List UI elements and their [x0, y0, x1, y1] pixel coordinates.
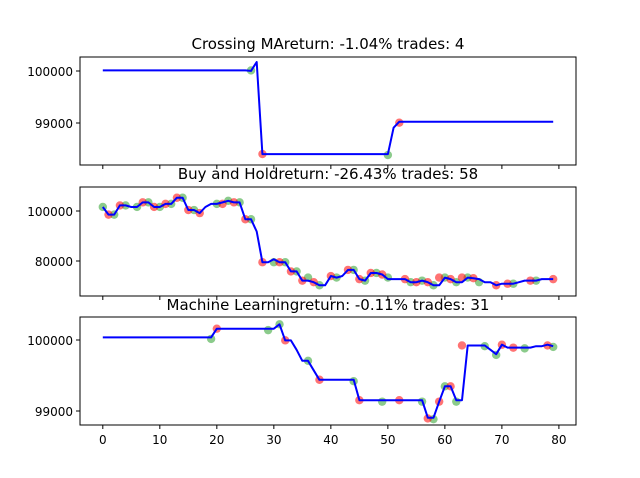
x-tick-label-0: 0 [99, 433, 107, 447]
x-axis-ticks-2 [102, 296, 560, 300]
data-marks-1 [102, 61, 554, 160]
chart-panel-1: Crossing MAreturn: -1.04% trades: 4 1000… [27, 35, 577, 169]
x-tick-label-50: 50 [380, 433, 395, 447]
x-tick-label-40: 40 [323, 433, 338, 447]
chart-panel-2: Buy and Holdreturn: -26.43% trades: 58 1… [27, 165, 577, 300]
x-tick-label-20: 20 [209, 433, 224, 447]
sell-marker [434, 273, 444, 282]
plot-frame-1 [79, 56, 577, 166]
data-marks-3 [102, 320, 558, 424]
chart-title-1: Crossing MAreturn: -1.04% trades: 4 [192, 35, 465, 53]
x-tick-label-10: 10 [152, 433, 167, 447]
x-tick-label-70: 70 [494, 433, 509, 447]
portfolio-value-line [102, 61, 554, 156]
plot-frame-2 [79, 186, 577, 297]
y-axis-2: 100000 80000 [27, 205, 80, 269]
chart-panel-3: Machine Learningreturn: -0.11% trades: 3… [27, 296, 577, 447]
y-tick-label-3-100000: 100000 [27, 334, 73, 348]
y-tick-label-3-99000: 99000 [35, 405, 73, 419]
x-tick-label-60: 60 [437, 433, 452, 447]
buy-marker [263, 325, 273, 335]
y-tick-label-2-80000: 80000 [35, 255, 73, 269]
chart-title-2: Buy and Holdreturn: -26.43% trades: 58 [178, 165, 478, 183]
plot-frame-3 [79, 316, 577, 426]
buy-marker [377, 397, 387, 406]
x-axis-3: 0 10 20 30 40 50 60 70 80 [99, 425, 567, 447]
y-tick-label-1-99000: 99000 [35, 117, 73, 131]
y-axis-3: 100000 99000 [27, 334, 80, 419]
portfolio-value-line [102, 196, 554, 287]
portfolio-value-line [102, 323, 554, 419]
y-tick-label-1-100000: 100000 [27, 65, 73, 79]
data-marks-2 [98, 193, 558, 290]
sell-marker [457, 341, 467, 350]
y-tick-label-2-100000: 100000 [27, 205, 73, 219]
x-tick-label-80: 80 [551, 433, 566, 447]
chart-title-3: Machine Learningreturn: -0.11% trades: 3… [167, 296, 490, 314]
x-axis-ticks-1 [102, 165, 560, 169]
x-tick-label-30: 30 [266, 433, 281, 447]
y-axis-1: 100000 99000 [27, 65, 80, 131]
